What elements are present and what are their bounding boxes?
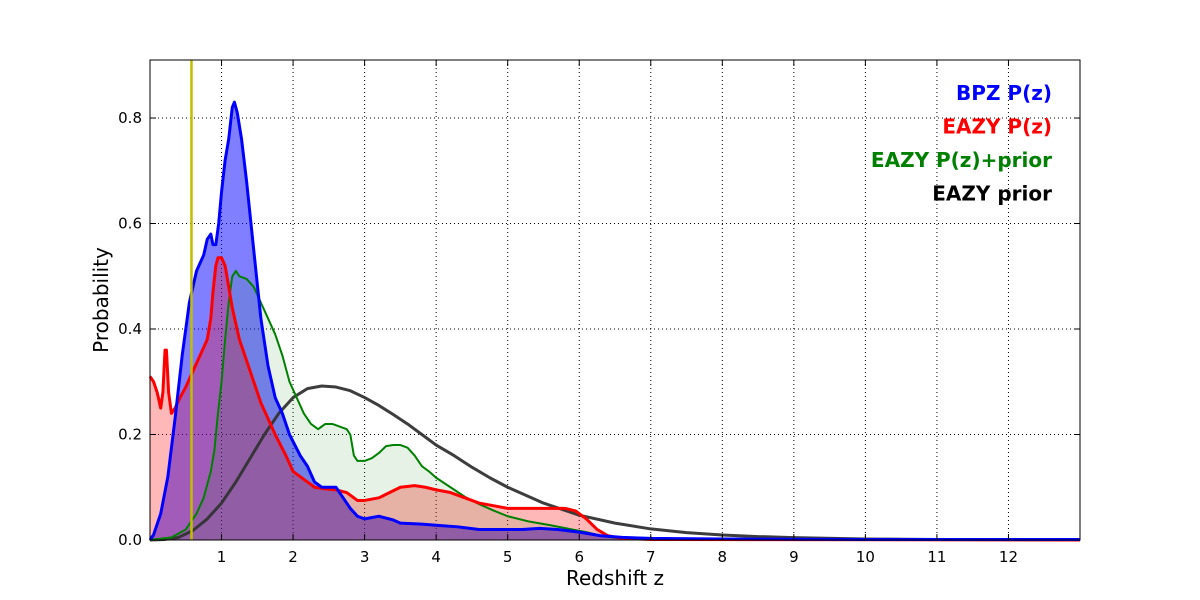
y-tick-label: 0.0 (118, 531, 142, 549)
x-tick-label: 9 (789, 548, 799, 566)
x-tick-label: 10 (856, 548, 875, 566)
axis-ticks: 1 2 3 4 5 6 7 8 9 10 11 120.00.20.40.60.8 (118, 60, 1080, 566)
legend: BPZ P(z) EAZY P(z) EAZY P(z)+prior EAZY pri… (871, 81, 1052, 206)
y-tick-label: 0.4 (118, 320, 142, 338)
y-axis-title: Probability (89, 247, 113, 353)
y-tick-label: 0.6 (118, 215, 142, 233)
legend-entry: EAZY P(z)+prior (871, 148, 1052, 172)
plot-frame (149, 59, 1081, 541)
series-fills (150, 102, 1080, 540)
x-axis-title: Redshift z (566, 566, 664, 590)
series-area-eazy-p-z (150, 257, 1080, 540)
x-tick-label: 8 (718, 548, 728, 566)
grid-lines (150, 60, 1080, 540)
x-tick-label: 1 (217, 548, 227, 566)
series-area-eazy-p-z-prior (150, 270, 1080, 540)
x-tick-label: 7 (646, 548, 656, 566)
legend-entry: EAZY prior (932, 182, 1052, 206)
legend-entry: EAZY P(z) (942, 115, 1052, 139)
x-tick-label: 12 (999, 548, 1018, 566)
series-line-eazy-p-z-prior (149, 269, 1081, 541)
series-line-eazy-p-z (148, 256, 1081, 542)
x-tick-label: 5 (503, 548, 513, 566)
x-tick-label: 3 (360, 548, 370, 566)
x-tick-label: 2 (288, 548, 298, 566)
y-tick-label: 0.2 (118, 426, 142, 444)
x-tick-label: 11 (927, 548, 946, 566)
y-tick-label: 0.8 (118, 109, 142, 127)
series-line-bpz-p-z (148, 100, 1080, 541)
legend-entry: BPZ P(z) (956, 81, 1052, 105)
series-area-bpz-p-z (150, 102, 1080, 540)
x-tick-label: 4 (431, 548, 441, 566)
x-tick-label: 6 (574, 548, 584, 566)
